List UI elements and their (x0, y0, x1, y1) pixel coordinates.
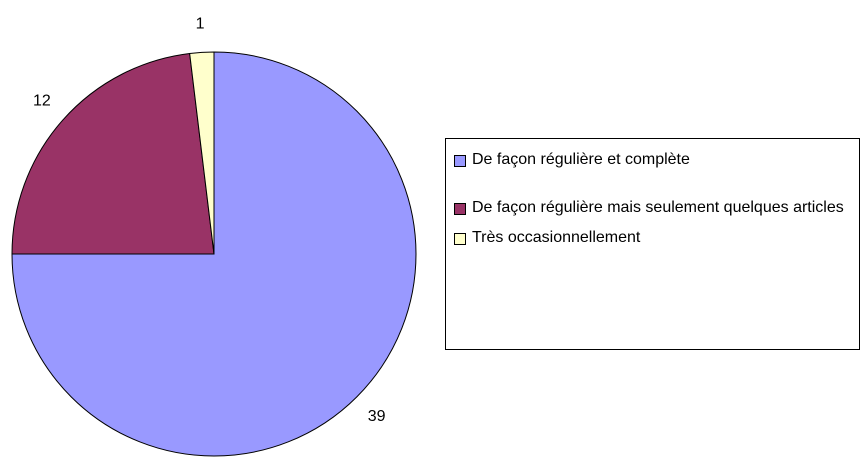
legend-entry: Très occasionnellement (454, 227, 851, 249)
legend-label: Très occasionnellement (472, 229, 641, 246)
legend-entry: De façon régulière mais seulement quelqu… (454, 197, 851, 219)
legend-swatch (454, 233, 466, 245)
pie-slice (189, 51, 215, 255)
legend-label: De façon régulière et complète (472, 151, 690, 168)
pie-area: 39 12 1 (11, 16, 417, 457)
data-label: 12 (33, 93, 51, 110)
legend-label: De façon régulière mais seulement quelqu… (472, 199, 844, 216)
legend: De façon régulière et complète De façon r… (445, 138, 860, 350)
data-label: 1 (196, 16, 205, 33)
legend-swatch (454, 203, 466, 215)
legend-swatch (454, 155, 466, 167)
pie-slice (11, 52, 215, 255)
legend-entry: De façon régulière et complète (454, 149, 851, 171)
data-label: 39 (368, 408, 386, 425)
